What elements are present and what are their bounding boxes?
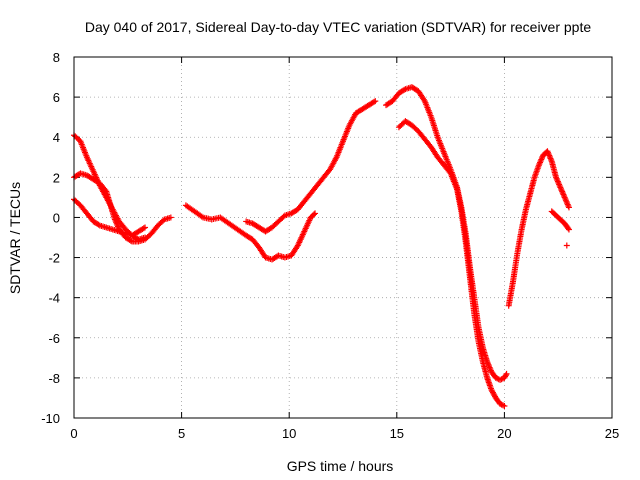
x-tick-labels: 0 5 10 15 20 25 — [70, 426, 619, 441]
y-tick-label: -6 — [48, 331, 60, 346]
y-tick-label: -8 — [48, 371, 60, 386]
y-tick-label: 0 — [53, 210, 60, 225]
data-point-marker — [370, 98, 377, 105]
y-tick-label: -10 — [41, 411, 60, 426]
data-point-marker — [563, 242, 570, 249]
x-tick-label: 20 — [497, 426, 511, 441]
x-axis-label: GPS time / hours — [287, 458, 394, 474]
data-point-marker — [501, 402, 508, 409]
data-point-marker — [140, 225, 147, 232]
data-point-marker — [565, 226, 572, 233]
y-tick-label: 8 — [53, 50, 60, 65]
data-points — [71, 84, 572, 409]
y-tick-label: 4 — [53, 130, 60, 145]
y-tick-labels: -10 -8 -6 -4 -2 0 2 4 6 8 — [41, 50, 60, 426]
y-tick-label: -2 — [48, 251, 60, 266]
x-tick-label: 10 — [282, 426, 296, 441]
data-point-marker — [401, 86, 408, 93]
data-point-marker — [310, 211, 317, 218]
data-point-marker — [502, 372, 509, 379]
x-tick-label: 0 — [70, 426, 77, 441]
x-tick-label: 15 — [390, 426, 404, 441]
y-tick-label: 2 — [53, 170, 60, 185]
data-point-marker — [127, 237, 134, 244]
x-tick-label: 25 — [605, 426, 619, 441]
chart-title: Day 040 of 2017, Sidereal Day-to-day VTE… — [85, 19, 592, 35]
data-point-marker — [565, 204, 572, 211]
data-point-marker — [312, 210, 319, 217]
y-tick-label: -4 — [48, 291, 60, 306]
data-point-marker — [372, 98, 379, 105]
data-point-marker — [503, 370, 510, 377]
data-point-marker — [95, 221, 102, 228]
data-point-marker — [142, 224, 149, 231]
y-tick-label: 6 — [53, 90, 60, 105]
grid — [74, 57, 612, 418]
data-point-marker — [565, 225, 572, 232]
plot-frame — [73, 56, 613, 419]
x-tick-label: 5 — [178, 426, 185, 441]
data-point-marker — [167, 214, 174, 221]
y-axis-label: SDTVAR / TECUs — [7, 182, 23, 294]
axis-ticks — [73, 56, 613, 419]
